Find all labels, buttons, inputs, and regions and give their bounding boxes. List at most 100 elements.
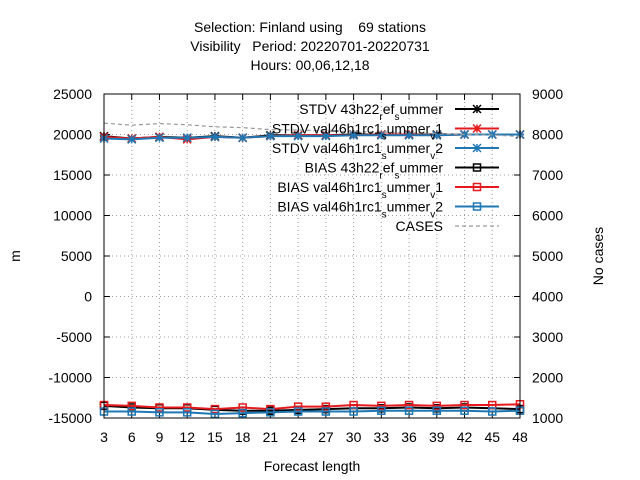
x-tick-label: 42 [457,429,473,445]
series-line [103,133,520,141]
y-tick-label: -15000 [48,410,92,426]
legend-entry: CASES [396,218,499,234]
x-tick-label: 21 [263,429,279,445]
data-point [127,134,137,144]
data-point [182,403,192,412]
y2-tick-label: 2000 [532,370,563,386]
legend-label: BIAS val46h1rc1summerv2 [277,199,443,221]
legend-marker [472,202,482,211]
title-line: Visibility Period: 20220701-20220731 [190,38,430,54]
legend-entry: BIAS 43h22refsummer [305,160,499,182]
chart-title: Selection: Finland using 69 stations Visi… [190,19,430,73]
legend-label: CASES [396,218,443,234]
x-tick-label: 48 [512,429,528,445]
data-point [432,406,442,415]
y2-axis-label: No cases [590,227,606,285]
legend-label: STDV val46h1rc1summerv2 [272,140,443,162]
series-6 [99,406,525,419]
data-point [293,402,303,411]
plot-frame [103,93,521,419]
data-point [404,406,414,415]
data-point [460,400,469,410]
data-point [155,408,164,417]
y2-tick-label: 8000 [532,127,563,143]
legend-entry: BIAS val46h1rc1summerv1 [277,179,499,201]
x-tick-label: 24 [290,429,306,445]
data-point [127,401,136,411]
x-tick-label: 30 [346,429,362,445]
series-line [104,409,521,415]
y-tick-label: -10000 [48,370,92,386]
x-tick-label: 9 [156,429,164,445]
data-point [210,409,220,419]
data-point [432,401,442,411]
legend-entry: BIAS val46h1rc1summerv2 [277,199,499,221]
y2-tick-label: 5000 [532,248,563,264]
series-3 [99,129,525,144]
data-point [404,130,414,140]
data-point [460,406,469,415]
data-point [182,408,192,417]
legend-label: BIAS val46h1rc1summerv1 [277,179,443,201]
data-point [432,130,442,140]
title-line: Hours: 00,06,12,18 [250,57,369,73]
x-tick-label: 6 [128,429,136,445]
legend-entry: STDV 43h22refsummer [299,101,499,123]
data-point [321,407,331,416]
data-point [349,407,358,416]
series-line [103,403,521,411]
y-axis-label: m [7,250,23,262]
data-point [238,133,248,143]
x-axis-ticks: 3 6 9 12 15 18 21 24 27 30 33 36 39 42 45 48 [100,94,528,445]
data-point [266,408,275,417]
x-tick-label: 45 [484,429,500,445]
title-line: Selection: Finland using 69 stations [194,19,426,35]
y-tick-label: 15000 [53,167,92,183]
legend-entry: STDV val46h1rc1summerv1 [272,121,499,143]
x-tick-label: 36 [401,429,417,445]
data-point [488,407,497,416]
y-tick-label: 10000 [53,208,92,224]
y-tick-label: 0 [84,289,92,305]
legend-marker [472,182,482,192]
y2-tick-label: 4000 [532,289,563,305]
data-point [293,407,303,416]
data-point [404,400,414,410]
data-point [210,404,220,414]
data-point [293,131,303,141]
x-tick-label: 12 [179,429,195,445]
data-point [238,408,247,418]
data-point [154,133,164,143]
data-point [210,132,220,142]
legend-marker [472,143,482,153]
legend-label: STDV 43h22refsummer [299,101,443,123]
data-point [321,131,331,141]
x-tick-label: 18 [235,429,251,445]
y2-tick-label: 6000 [532,208,563,224]
legend-label: STDV val46h1rc1summerv1 [272,121,443,143]
y2-tick-label: 9000 [532,86,563,102]
y2-tick-label: 3000 [532,329,563,345]
y-tick-label: -5000 [56,329,92,345]
data-point [377,401,386,411]
y-tick-label: 20000 [53,127,92,143]
legend-marker [472,123,482,134]
x-tick-label: 33 [374,429,390,445]
data-point [155,403,164,412]
data-point [376,130,386,140]
data-point [349,130,359,140]
y-tick-label: 5000 [61,248,92,264]
x-tick-label: 27 [318,429,334,445]
y2-tick-label: 7000 [532,167,563,183]
y-tick-label: 25000 [53,86,92,102]
data-point [238,403,247,412]
legend-label: BIAS 43h22refsummer [305,160,444,182]
y2-axis-ticks: 1000 2000 3000 4000 5000 6000 7000 8000 9000 [514,86,563,426]
data-point [265,131,275,141]
y2-tick-label: 1000 [532,410,563,426]
data-point [377,406,386,415]
x-tick-label: 15 [207,429,223,445]
legend-entry: STDV val46h1rc1summerv2 [272,140,499,162]
